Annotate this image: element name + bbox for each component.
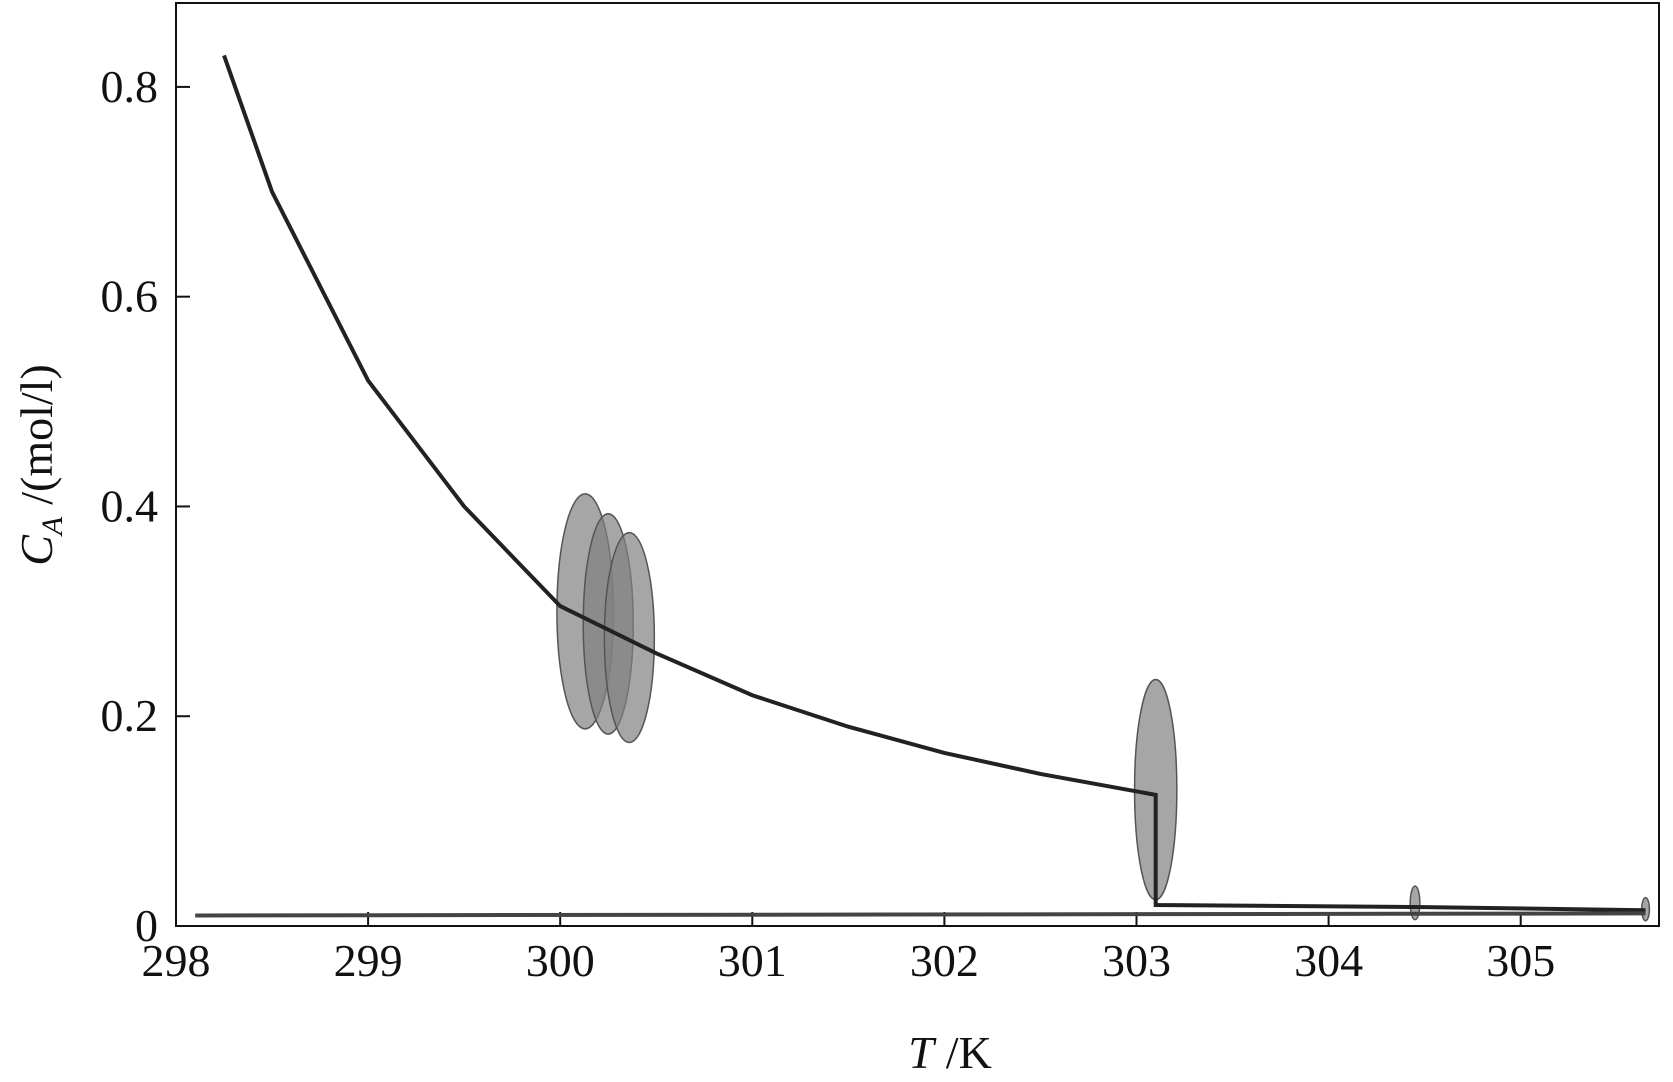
x-axis-label: T/K [908,1027,992,1078]
y-label-subscript: A [36,516,69,537]
x-tick-label: 302 [910,935,979,986]
y-tick-label: 0.6 [101,271,159,322]
x-label-unit: /K [946,1027,992,1078]
x-tick-label: 304 [1294,935,1363,986]
line [222,54,1646,913]
x-tick-label: 298 [142,935,211,986]
x-tick-label: 299 [334,935,403,986]
x-tick-label: 300 [526,935,595,986]
y-tick-label: 0.4 [101,480,159,531]
y-tick-label: 0 [135,900,158,951]
line [195,911,1646,918]
x-tick-label: 305 [1486,935,1555,986]
y-axis-label: CA /(mol/l) [11,364,69,566]
x-label-symbol: T [908,1027,937,1078]
x-tick-label: 301 [718,935,787,986]
plot-frame [175,2,1660,927]
uncertainty-ellipse [1409,885,1421,921]
x-tick-label: 303 [1102,935,1171,986]
y-label-symbol: C [11,534,62,566]
y-tick-label: 0.8 [101,61,159,112]
y-tick-label: 0.2 [101,690,159,741]
y-label-unit: /(mol/l) [11,364,62,505]
uncertainty-ellipse [603,531,656,744]
